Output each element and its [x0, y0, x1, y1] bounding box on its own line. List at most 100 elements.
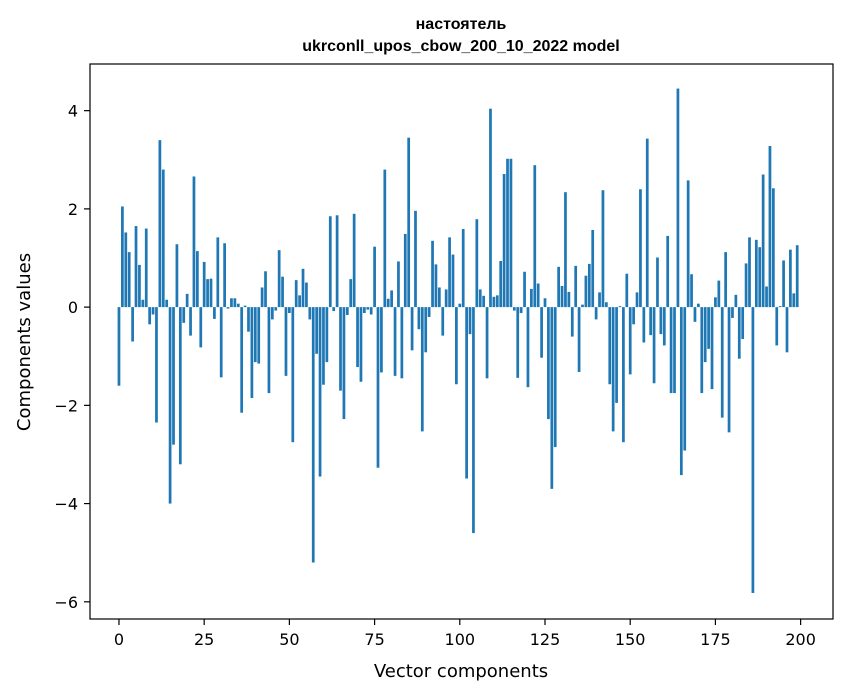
- bar-120: [526, 307, 530, 388]
- bar-44: [267, 307, 271, 394]
- bar-129: [557, 266, 560, 308]
- bar-72: [363, 307, 366, 314]
- bar-112: [499, 260, 503, 308]
- bar-116: [512, 307, 516, 311]
- bar-105: [475, 219, 479, 308]
- bar-3: [127, 252, 131, 308]
- bar-51: [291, 307, 295, 443]
- bar-30: [219, 307, 223, 378]
- bar-152: [635, 292, 639, 308]
- bar-153: [639, 189, 642, 308]
- bar-124: [540, 307, 543, 358]
- bar-60: [322, 307, 325, 385]
- bar-189: [761, 174, 765, 308]
- bar-2: [124, 232, 128, 308]
- bar-186: [751, 307, 755, 593]
- bar-4: [131, 307, 134, 342]
- bar-179: [727, 307, 731, 433]
- bar-96: [444, 289, 448, 308]
- bar-49: [284, 307, 288, 376]
- bar-27: [209, 278, 213, 308]
- bar-78: [383, 169, 387, 308]
- bar-147: [618, 306, 622, 308]
- bar-104: [472, 307, 475, 534]
- bar-193: [775, 307, 779, 346]
- bar-92: [431, 240, 434, 308]
- bar-75: [373, 246, 376, 308]
- bar-133: [570, 307, 574, 337]
- bar-57: [311, 307, 315, 563]
- bar-197: [789, 249, 792, 308]
- bar-128: [553, 307, 557, 448]
- bar-23: [196, 251, 199, 308]
- x-tick-label: 175: [700, 630, 731, 649]
- bar-76: [376, 307, 380, 468]
- bar-176: [717, 280, 721, 308]
- bar-168: [690, 274, 693, 308]
- bar-195: [782, 260, 785, 308]
- bar-125: [543, 298, 547, 308]
- bar-183: [741, 307, 745, 340]
- x-tick-label: 0: [114, 630, 124, 649]
- bar-37: [243, 305, 247, 308]
- bar-132: [567, 291, 571, 308]
- bar-130: [560, 286, 564, 308]
- bar-26: [206, 279, 209, 308]
- bar-69: [352, 213, 356, 308]
- bar-148: [622, 307, 625, 443]
- bar-68: [349, 279, 353, 308]
- bar-58: [315, 307, 319, 354]
- bar-8: [144, 228, 148, 308]
- x-tick-label: 200: [785, 630, 816, 649]
- bar-166: [683, 307, 687, 451]
- bar-98: [451, 254, 455, 308]
- bar-151: [632, 307, 635, 325]
- bar-126: [547, 307, 550, 420]
- bar-191: [768, 146, 772, 308]
- bar-18: [178, 307, 182, 465]
- bar-70: [356, 307, 359, 368]
- bar-24: [199, 307, 203, 348]
- bar-100: [458, 303, 462, 308]
- bar-81: [393, 307, 397, 376]
- bar-157: [652, 307, 656, 384]
- bar-181: [734, 294, 738, 308]
- bar-79: [386, 298, 390, 308]
- bar-163: [673, 307, 676, 394]
- bar-9: [148, 307, 152, 325]
- bar-11: [155, 307, 158, 423]
- x-tick-label: 50: [279, 630, 299, 649]
- bar-80: [390, 290, 393, 308]
- bar-161: [666, 235, 670, 308]
- plot-frame: [89, 63, 834, 620]
- bar-137: [584, 275, 588, 308]
- bar-47: [277, 250, 281, 308]
- bar-93: [434, 264, 438, 308]
- y-axis-ticks: −6 −4 −2 0 2 4: [54, 102, 90, 612]
- bar-136: [581, 304, 584, 308]
- y-tick-label: −6: [54, 593, 78, 612]
- x-tick-label: 150: [615, 630, 646, 649]
- bar-46: [274, 307, 278, 311]
- x-tick-label: 75: [364, 630, 384, 649]
- y-tick-label: 0: [68, 298, 78, 317]
- bar-95: [441, 307, 445, 336]
- bar-13: [161, 169, 165, 308]
- bar-150: [628, 307, 632, 375]
- bar-86: [410, 307, 414, 351]
- bar-174: [710, 307, 714, 390]
- bar-180: [731, 307, 734, 318]
- bar-142: [601, 190, 605, 308]
- bar-117: [516, 307, 520, 378]
- bar-56: [308, 307, 312, 320]
- bar-118: [519, 307, 523, 314]
- bar-20: [185, 293, 189, 308]
- bar-28: [213, 307, 216, 319]
- bar-162: [669, 307, 673, 394]
- bar-66: [342, 307, 346, 420]
- bar-127: [550, 307, 554, 489]
- bar-99: [455, 307, 458, 385]
- bar-160: [662, 307, 666, 346]
- bar-97: [448, 237, 451, 308]
- bar-135: [577, 307, 581, 372]
